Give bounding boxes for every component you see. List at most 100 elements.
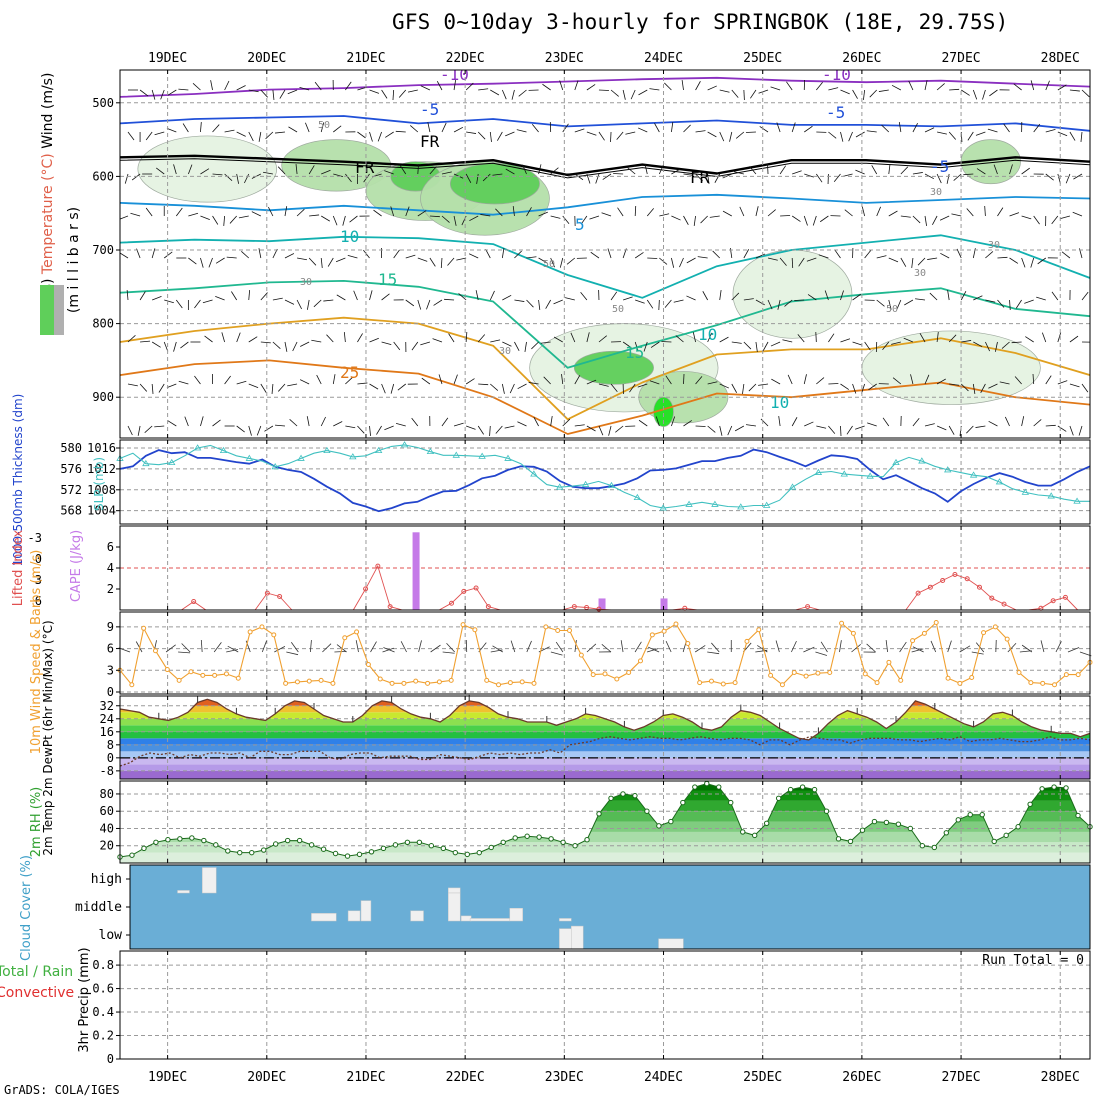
wind-speed-marker — [910, 638, 916, 644]
wind-barb — [574, 80, 579, 91]
wind-speed-marker — [981, 630, 987, 636]
rh-marker — [584, 836, 590, 843]
wind-barb — [1045, 424, 1056, 427]
rh-marker — [871, 818, 878, 825]
wind-barb — [180, 341, 189, 349]
rh-marker — [811, 786, 818, 793]
cape-tick-label: 4 — [107, 561, 114, 575]
wind-barb — [248, 425, 252, 436]
wind-barb — [586, 131, 597, 136]
wind-barb — [779, 165, 787, 175]
wind-barb — [333, 421, 343, 427]
wind10m-barb — [178, 651, 191, 654]
wind-barb — [178, 380, 189, 385]
wind-barb — [124, 173, 129, 184]
thickness-ylabel-part: 1000-500mb Thickness (dm) — [11, 394, 25, 567]
slp-tick-label: 1012 — [87, 462, 116, 476]
wind-barb — [1021, 215, 1032, 220]
wind-barb — [664, 82, 672, 91]
wind-barb — [1069, 335, 1079, 343]
upper-ylabel-part: Temperature (°C) — [40, 153, 56, 278]
date-label-bottom: 19DEC — [148, 1070, 187, 1085]
wind-barb — [903, 337, 914, 343]
lifted-line — [905, 574, 1079, 611]
wind-barb — [224, 173, 233, 181]
thickness-ylabel: 1000-500mb Thickness (dm) — [11, 394, 25, 567]
wind-barb — [1021, 257, 1026, 268]
upper-frame — [119, 69, 1091, 439]
wind-barb — [598, 131, 605, 141]
rh-marker — [823, 808, 830, 814]
wind-barb — [758, 383, 769, 386]
wind-barb — [260, 292, 268, 301]
wind-barb — [166, 128, 177, 133]
wind-barb — [1009, 164, 1013, 175]
precip-legend-total: Total / Rain — [0, 964, 73, 980]
date-label-top: 27DEC — [941, 51, 980, 66]
wind-barb — [828, 425, 836, 434]
wind-speed-marker — [815, 670, 821, 676]
wind-barb — [936, 83, 945, 91]
wind-barb — [1001, 341, 1010, 349]
wind-barb — [915, 298, 926, 301]
cloud-bar-middle — [360, 900, 372, 922]
sky-background — [130, 865, 1090, 949]
rh-marker — [1003, 832, 1009, 839]
wind-speed-marker — [850, 630, 856, 636]
wind-barb — [804, 173, 814, 178]
wind-barb — [538, 257, 548, 264]
rh-marker — [835, 836, 842, 842]
wind-barb — [542, 83, 551, 91]
wind-barb — [840, 131, 844, 142]
wind-speed-marker — [756, 627, 762, 633]
wind-barb — [840, 290, 844, 301]
wind-barb — [816, 377, 825, 385]
wind-barb — [999, 381, 1010, 385]
wind-barb — [861, 206, 866, 217]
contour-label: 25 — [340, 363, 359, 382]
wind-barb — [392, 89, 395, 101]
wind-barb — [973, 295, 983, 301]
lifted-marker — [461, 588, 467, 594]
wind-barb — [397, 383, 406, 391]
wind-barb — [501, 248, 505, 259]
wind-barb — [1036, 296, 1046, 301]
wind-barb — [248, 336, 258, 343]
wind-speed-marker — [294, 679, 300, 685]
rh-marker — [763, 820, 770, 826]
wind-speed-marker — [330, 680, 336, 686]
slp-marker — [918, 457, 926, 464]
wind-barb — [212, 124, 220, 133]
wind-barb — [1011, 341, 1022, 344]
wind-barb — [390, 383, 395, 394]
wind-barb — [1080, 131, 1083, 142]
rh-marker — [320, 846, 327, 852]
wind-speed-marker — [531, 680, 537, 686]
wind10m-barb — [839, 640, 842, 653]
wind-barb — [336, 294, 346, 301]
wind-barb — [586, 173, 591, 184]
wind-barb — [166, 383, 177, 388]
rh-band — [120, 831, 1090, 843]
wind-barb — [160, 89, 165, 100]
lifted-marker — [989, 595, 995, 601]
isotherm-fr-second — [120, 158, 1090, 179]
wind-barb — [345, 376, 353, 385]
wind-barb — [791, 122, 796, 133]
wind-barb — [985, 251, 994, 259]
wind-barb — [1057, 131, 1068, 137]
wind-barb — [140, 340, 151, 343]
wind-barb — [644, 164, 648, 175]
wind-barb — [722, 173, 732, 179]
lifted-marker — [805, 604, 811, 610]
slp-marker — [685, 500, 693, 507]
wind-barb — [840, 383, 849, 390]
rh-marker — [464, 851, 470, 858]
wind-barb — [861, 383, 866, 394]
wind-barb — [911, 257, 914, 268]
wind-barb — [393, 249, 400, 259]
isotherm-20 — [120, 316, 1090, 421]
wind-speed-marker — [555, 627, 561, 633]
wind-barb — [501, 89, 507, 100]
wind-barb — [748, 383, 757, 392]
